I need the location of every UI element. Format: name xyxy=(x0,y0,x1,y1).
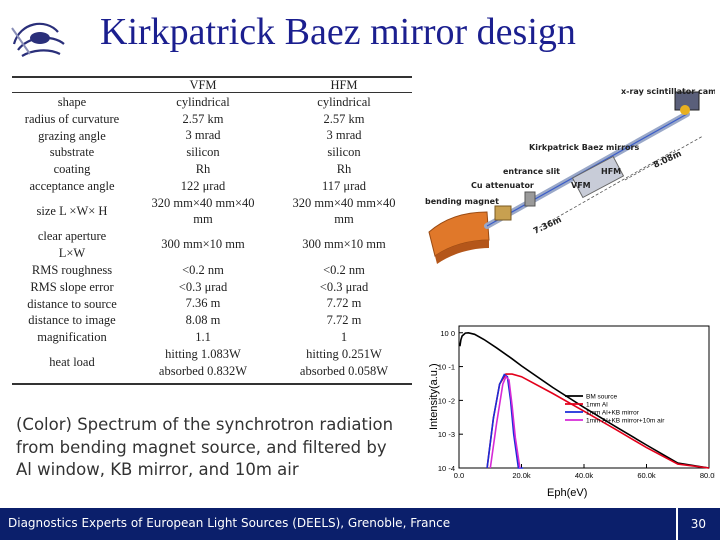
attenuator-label: Cu attenuator xyxy=(471,181,534,190)
vfm-value: absorbed 0.832W xyxy=(158,363,248,378)
vfm-value: hitting 1.083W xyxy=(165,346,241,361)
hfm-value: silicon xyxy=(327,145,361,160)
page-number: 30 xyxy=(690,517,706,531)
y-tick-label: 10 -4 xyxy=(438,464,455,473)
vfm-value: Rh xyxy=(195,161,211,176)
vfm-value: 2.57 km xyxy=(182,111,224,126)
table-header-rule xyxy=(12,92,412,93)
vfm-value: 7.36 m xyxy=(185,296,221,311)
hfm-value: hitting 0.251W xyxy=(306,346,382,361)
hfm-value: <0.3 μrad xyxy=(319,279,369,294)
vfm-value: <0.2 nm xyxy=(182,262,224,277)
vfm-value: cylindrical xyxy=(176,94,230,109)
legend-entry: BM source xyxy=(586,394,617,401)
y-tick-label: 10 -1 xyxy=(438,363,455,372)
page-number-box: 30 xyxy=(676,508,720,540)
entrance-slit xyxy=(524,191,536,207)
footer-text: Diagnostics Experts of European Light So… xyxy=(8,516,451,530)
y-tick-label: 10 -2 xyxy=(438,396,455,405)
vfm-label: VFM xyxy=(571,181,591,190)
param-label: size L ×W× H xyxy=(36,203,108,218)
legend-entry: 1mm Al xyxy=(586,402,608,409)
hfm-value: cylindrical xyxy=(317,94,371,109)
footer-bar: Diagnostics Experts of European Light So… xyxy=(0,508,720,540)
vfm-header: VFM xyxy=(189,78,217,92)
x-tick-label: 60.0k xyxy=(637,471,656,480)
x-tick-label: 40.0k xyxy=(575,471,594,480)
table-bottom-rule xyxy=(12,383,412,385)
param-label: distance to image xyxy=(28,313,116,328)
table-top-rule xyxy=(12,76,412,78)
distance-808-label: 8.08m xyxy=(652,149,683,171)
kb-mirrors-label: Kirkpatrick Baez mirrors xyxy=(529,143,639,152)
hfm-value: absorbed 0.058W xyxy=(299,363,389,378)
attenuator-block xyxy=(494,205,512,221)
series-line-2 xyxy=(486,373,524,469)
vfm-value: 320 mm×40 mm×40 mm xyxy=(151,195,255,227)
hfm-value: <0.2 nm xyxy=(323,262,365,277)
x-tick-label: 20.0k xyxy=(512,471,531,480)
hfm-column: HFM cylindrical 2.57 km 3 mrad silicon R… xyxy=(276,77,412,379)
vfm-value: 1.1 xyxy=(195,329,211,344)
hfm-value: 320 mm×40 mm×40 mm xyxy=(292,195,396,227)
vfm-value: 3 mrad xyxy=(185,128,221,143)
vfm-value: <0.3 μrad xyxy=(178,279,228,294)
x-axis-label: Eph(eV) xyxy=(547,487,587,499)
param-label: heat load xyxy=(49,354,95,369)
param-label: coating xyxy=(53,162,91,177)
scintillator-label: x-ray scintillator camera xyxy=(621,87,715,96)
hfm-header: HFM xyxy=(330,78,358,92)
vfm-column: VFM cylindrical 2.57 km 3 mrad silicon R… xyxy=(138,77,268,379)
spectrum-plot: 0.0 20.0k 40.0k 60.0k 80.0k 10 0 10 -1 10 -2 10 … xyxy=(428,325,715,499)
param-label: L×W xyxy=(58,246,86,261)
hfm-value: 7.72 m xyxy=(326,313,362,328)
param-label-column: shape radius of curvature grazing angle … xyxy=(12,94,132,380)
hfm-value: 2.57 km xyxy=(323,111,365,126)
param-label: acceptance angle xyxy=(29,178,115,193)
y-tick-label: 10 0 xyxy=(440,329,455,338)
kb-mirror-box xyxy=(571,155,625,199)
param-label: RMS slope error xyxy=(30,279,114,294)
y-tick-label: 10 -3 xyxy=(438,430,455,439)
hfm-value: 1 xyxy=(340,329,348,344)
param-label: substrate xyxy=(49,145,95,160)
hfm-value: 300 mm×10 mm xyxy=(302,237,386,252)
vfm-value: 122 μrad xyxy=(180,178,226,193)
param-label: magnification xyxy=(37,330,107,345)
figure-caption: (Color) Spectrum of the synchrotron radi… xyxy=(16,415,394,479)
distance-736-label: 7.36m xyxy=(532,215,563,237)
legend-entry: 1mm Al+KB mirror+10m air xyxy=(586,418,665,425)
x-tick-label: 0.0 xyxy=(454,471,464,480)
vfm-value: 300 mm×10 mm xyxy=(161,237,245,252)
param-label: RMS roughness xyxy=(31,262,113,277)
hfm-value: 117 μrad xyxy=(321,178,367,193)
bending-magnet-label: bending magnet xyxy=(425,197,499,206)
param-label: grazing angle xyxy=(38,128,106,143)
series-line-0 xyxy=(459,331,710,469)
series-line-3 xyxy=(489,375,521,469)
param-label: clear aperture xyxy=(37,229,107,244)
entrance-slit-label: entrance slit xyxy=(503,167,560,176)
hfm-value: 7.72 m xyxy=(326,296,362,311)
institute-logo xyxy=(11,22,65,57)
slide-title: Kirkpatrick Baez mirror design xyxy=(100,11,576,53)
hfm-value: Rh xyxy=(336,161,352,176)
camera-lens xyxy=(680,105,690,115)
y-axis-label: Intensity(a.u.) xyxy=(428,363,440,430)
vfm-value: 8.08 m xyxy=(185,313,221,328)
plot-frame xyxy=(458,325,710,469)
x-tick-label: 80.0k xyxy=(700,471,715,480)
param-label: distance to source xyxy=(27,296,117,311)
hfm-value: 3 mrad xyxy=(326,128,362,143)
beamline-schematic: x-ray scintillator camera Kirkpatrick Ba… xyxy=(425,87,715,264)
vfm-value: silicon xyxy=(186,145,220,160)
param-label: radius of curvature xyxy=(24,111,120,126)
hfm-label: HFM xyxy=(601,167,621,176)
legend-entry: 1mm Al+KB mirror xyxy=(586,410,640,417)
param-label: shape xyxy=(57,95,87,109)
